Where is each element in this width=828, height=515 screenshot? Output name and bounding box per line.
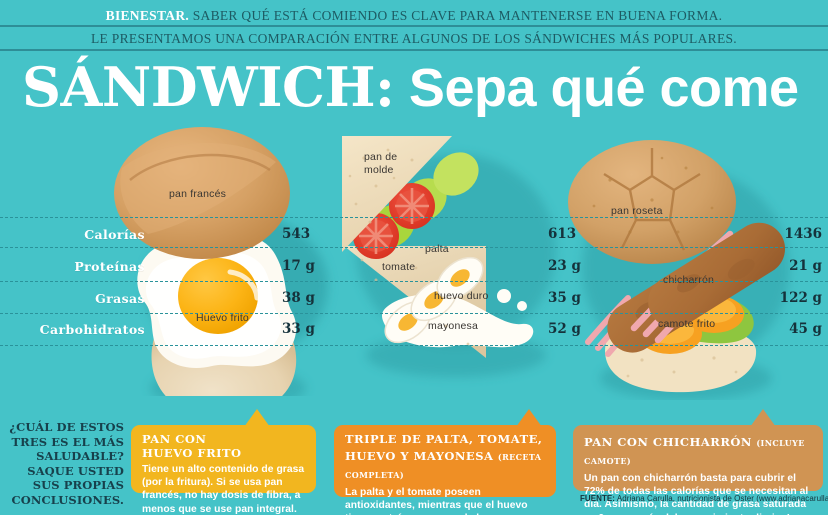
label-huevo-duro: huevo duro [434, 290, 489, 302]
row-label-carbohidratos: Carbohidratos [39, 322, 145, 337]
page-title-semi: Sepa qué come [394, 58, 799, 118]
label-pan-de-molde-line1: pan de [364, 151, 398, 163]
value-col2-carbohidratos: 52 g [548, 321, 581, 337]
callout-triple: TRIPLE DE PALTA, TOMATE, HUEVO Y MAYONES… [334, 425, 556, 515]
value-col1-carbohidratos: 33 g [282, 321, 315, 337]
illustration-triple [342, 136, 556, 377]
value-col1-calorias: 543 [282, 226, 311, 242]
table-divider-3 [0, 313, 828, 314]
page-title-bold: SÁNDWICH: [22, 55, 395, 119]
value-col2-calorias: 613 [548, 226, 577, 242]
label-pan-de-molde: pan de molde [364, 151, 397, 177]
illustration-pan-con-chicharron [568, 140, 790, 400]
row-label-proteinas: Proteínas [74, 259, 145, 274]
value-col1-proteinas: 17 g [282, 258, 315, 274]
callout-chicharron-title-wrap: PAN CON CHICHARRÓN (INCLUYE CAMOTE) [584, 433, 812, 469]
table-divider-4 [0, 345, 828, 346]
callout-triple-subtitle: (RECETA COMPLETA) [345, 451, 542, 480]
label-pan-de-molde-line2: molde [364, 164, 394, 176]
table-divider-1 [0, 247, 828, 248]
side-question: ¿CUÁL DE ESTOS TRES ES EL MÁS SALUDABLE?… [9, 420, 124, 507]
callout-chicharron: PAN CON CHICHARRÓN (INCLUYE CAMOTE) Un p… [573, 425, 823, 515]
value-col3-carbohidratos: 45 g [789, 321, 822, 337]
label-chicharron: chicharrón [663, 274, 715, 286]
label-palta: palta [425, 243, 449, 255]
label-huevo-frito: Huevo frito [196, 312, 249, 324]
callout-triple-title-line1: TRIPLE DE PALTA, TOMATE, [345, 432, 543, 446]
callout-chicharron-body: Un pan con chicharrón basta para cubrir … [584, 473, 809, 515]
label-pan-frances: pan francés [169, 188, 227, 200]
callout-tail-huevo-frito [244, 409, 270, 427]
callout-tail-triple [516, 409, 542, 427]
value-col3-proteinas: 21 g [789, 258, 822, 274]
label-pan-roseta: pan roseta [611, 205, 663, 217]
row-label-calorias: Calorías [84, 227, 145, 242]
page-title: SÁNDWICH: Sepa qué come [22, 57, 799, 118]
header-kicker-line2: LE PRESENTAMOS UNA COMPARACIÓN ENTRE ALG… [91, 31, 737, 46]
table-divider-2 [0, 281, 828, 282]
illustration-pan-con-huevo-frito [114, 127, 328, 396]
source-line: FUENTE: Adriana Carulla, nutricionista d… [580, 494, 828, 503]
callout-chicharron-title-line1: PAN CON CHICHARRÓN [584, 435, 752, 449]
header-kicker-brand: BIENESTAR. [105, 8, 190, 23]
source-text: Adriana Carulla, nutricionista de Oster … [615, 494, 828, 503]
label-mayonesa: mayonesa [428, 320, 479, 332]
header-rule-bottom [0, 49, 828, 51]
callout-huevo-frito: PAN CON HUEVO FRITO Tiene un alto conten… [131, 425, 316, 515]
callout-huevo-frito-body: Tiene un alto contenido de grasa (por la… [142, 464, 305, 515]
callout-chicharron-subtitle: (INCLUYE CAMOTE) [584, 438, 805, 466]
value-col3-grasas: 122 g [779, 290, 822, 306]
callout-huevo-frito-title-line2: HUEVO FRITO [142, 445, 242, 460]
label-tomate: tomate [382, 261, 416, 273]
value-col2-grasas: 35 g [548, 290, 581, 306]
header-rule-top [0, 25, 828, 27]
header-kicker-line1: BIENESTAR. SABER QUÉ ESTÁ COMIENDO ES CL… [0, 8, 828, 24]
label-camote-frito: camote frito [658, 318, 716, 330]
source-label: FUENTE: [580, 494, 616, 503]
callout-triple-title-line2: HUEVO Y MAYONESA [345, 448, 494, 463]
callout-triple-body: La palta y el tomate poseen antioxidante… [345, 486, 528, 515]
callout-huevo-frito-title-line1: PAN CON [142, 432, 207, 446]
callout-tail-chicharron [750, 409, 776, 427]
value-col2-proteinas: 23 g [548, 258, 581, 274]
value-col1-grasas: 38 g [282, 290, 315, 306]
row-label-grasas: Grasas [95, 291, 145, 306]
callout-triple-title-line2-wrap: HUEVO Y MAYONESA (RECETA COMPLETA) [345, 447, 545, 483]
header-kicker-rest: SABER QUÉ ESTÁ COMIENDO ES CLAVE PARA MA… [189, 8, 723, 23]
value-col3-calorias: 1436 [784, 226, 822, 242]
table-divider-0 [0, 217, 828, 218]
